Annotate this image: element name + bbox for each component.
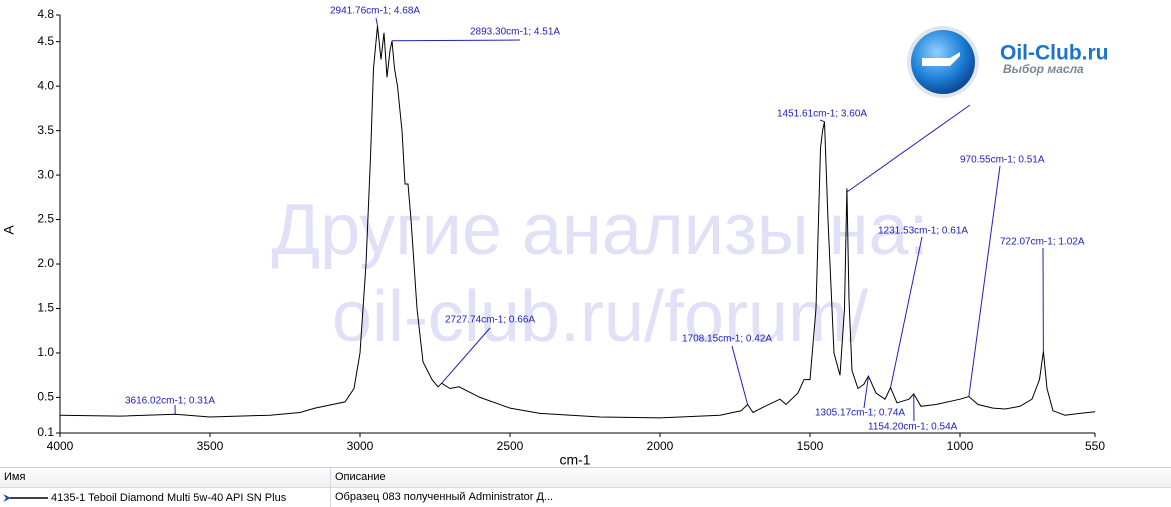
- annotation-label: 1305.17cm-1; 0.74A: [815, 408, 905, 419]
- annotation-label: 1154.20cm-1; 0.54A: [868, 422, 958, 433]
- annotation-label: 722.07cm-1; 1.02A: [1000, 237, 1085, 248]
- x-tick-label: 3000: [347, 439, 374, 453]
- y-tick-label: 4.0: [37, 78, 54, 92]
- logo-name: Oil-Club.ru: [1000, 42, 1109, 65]
- table-row[interactable]: 4135-1 Teboil Diamond Multi 5w-40 API SN…: [0, 488, 1171, 507]
- x-tick-label: 550: [1085, 439, 1105, 453]
- annotation-leader: [392, 39, 521, 42]
- x-tick-label: 3500: [197, 439, 224, 453]
- leader-line: [846, 104, 971, 193]
- annotation-label: 1451.61cm-1; 3.60A: [777, 109, 867, 120]
- watermark: oil-club.ru/forum/: [332, 277, 868, 357]
- name-cell: 4135-1 Teboil Diamond Multi 5w-40 API SN…: [0, 488, 331, 507]
- annotation-leader: [968, 165, 1001, 397]
- x-axis-label: cm-1: [559, 452, 590, 467]
- annotation-label: 2893.30cm-1; 4.51A: [470, 27, 560, 38]
- spectrum-line: [59, 25, 1096, 419]
- annotation-label: 3616.02cm-1; 0.31A: [125, 396, 215, 407]
- annotation-leader: [890, 236, 923, 388]
- logo-tagline: Выбор масла: [1003, 62, 1084, 76]
- table-header: Имя Описание: [0, 467, 1171, 488]
- series-name: 4135-1 Teboil Diamond Multi 5w-40 API SN…: [51, 491, 287, 504]
- annotation-leader: [731, 345, 749, 405]
- annotation-label: 1231.53cm-1; 0.61A: [878, 226, 968, 237]
- y-tick-label: 1.0: [37, 345, 54, 359]
- y-tick-label: 0.1: [37, 425, 54, 439]
- y-tick-label: 0.5: [37, 390, 54, 404]
- y-tick-label: 4.5: [37, 34, 54, 48]
- series-swatch: [3, 493, 48, 502]
- y-tick-label: 2.5: [37, 212, 54, 226]
- y-tick-label: 3.0: [37, 167, 54, 181]
- x-tick-label: 1000: [947, 439, 974, 453]
- y-axis-label: A: [1, 225, 17, 235]
- x-tick-label: 2000: [647, 439, 674, 453]
- x-tick-label: 2500: [497, 439, 524, 453]
- y-tick-label: 3.5: [37, 123, 54, 137]
- annotation-label: 2941.76cm-1; 4.68A: [330, 6, 420, 17]
- description-cell: Образец 083 полученный Administrator Д..…: [335, 491, 554, 503]
- x-tick-label: 1500: [797, 439, 824, 453]
- annotation-label: 1708.15cm-1; 0.42A: [682, 334, 772, 345]
- header-cell: Имя: [0, 468, 331, 487]
- annotation-leader: [441, 327, 491, 384]
- annotation-leader: [375, 17, 378, 26]
- x-tick-label: 4000: [47, 439, 74, 453]
- chart: Другие анализы на: oil-club.ru/forum/ Oi…: [1, 6, 1109, 467]
- y-tick-label: 2.0: [37, 256, 54, 270]
- header-cell: Описание: [335, 471, 386, 483]
- annotation-leader: [863, 376, 869, 409]
- y-tick-label: 1.5: [37, 301, 54, 315]
- annotation-label: 970.55cm-1; 0.51A: [960, 155, 1045, 166]
- annotation-leader: [819, 119, 825, 123]
- y-tick-label: 4.8: [37, 7, 54, 21]
- logo-can: [922, 52, 960, 66]
- table: Имя Описание 4135-1 Teboil Diamond Multi…: [0, 467, 1171, 507]
- annotation-label: 2727.74cm-1; 0.66A: [445, 315, 535, 326]
